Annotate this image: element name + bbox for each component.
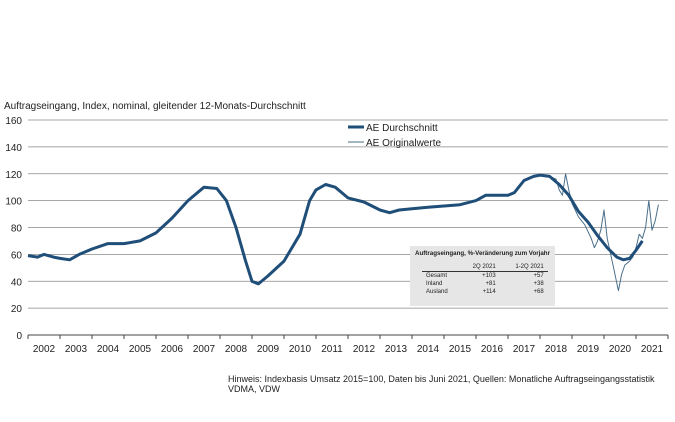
chart-title: Auftragseingang, Index, nominal, gleiten…: [4, 101, 306, 112]
x-tick-label: 2010: [289, 344, 312, 355]
x-tick-label: 2017: [513, 344, 536, 355]
x-tick-label: 2002: [33, 344, 56, 355]
x-tick-label: 2003: [65, 344, 88, 355]
x-tick-label: 2007: [193, 344, 216, 355]
series-line-ae-durchschnitt: [27, 173, 644, 286]
x-tick-label: 2014: [417, 344, 440, 355]
legend-label: AE Originalwerte: [366, 138, 441, 149]
y-tick-label: 100: [5, 197, 22, 208]
x-tick-label: 2011: [321, 344, 343, 355]
y-tick-label: 40: [11, 277, 23, 288]
x-tick-label: 2019: [577, 344, 600, 355]
table-row: Ausland +114 +68: [422, 288, 548, 296]
y-tick-label: 160: [5, 116, 22, 127]
x-tick-label: 2005: [129, 344, 152, 355]
table-row: Inland +81 +38: [422, 280, 548, 288]
cell: +81: [485, 281, 496, 287]
x-tick-label: 2021: [641, 344, 664, 355]
x-tick-label: 2009: [257, 344, 280, 355]
cell: +57: [533, 273, 544, 279]
x-tick-label: 2016: [481, 344, 504, 355]
x-tick-label: 2013: [385, 344, 408, 355]
inset-table: 2Q 2021 1-2Q 2021 Gesamt +103 +57 Inland +81…: [422, 263, 548, 296]
cell: +103: [482, 273, 496, 279]
col-header: 2Q 2021: [451, 263, 500, 272]
y-tick-label: 80: [11, 224, 23, 235]
y-tick-label: 0: [16, 331, 22, 342]
cell: +68: [533, 289, 544, 295]
legend-label: AE Durchschnitt: [366, 123, 438, 134]
table-row: Gesamt +103 +57: [422, 272, 548, 281]
cell: +38: [533, 281, 544, 287]
x-tick-label: 2020: [609, 344, 632, 355]
inset-title: Auftragseingang, %-Veränderung zum Vorja…: [415, 250, 550, 257]
inset-table-box: Auftragseingang, %-Veränderung zum Vorja…: [410, 246, 555, 306]
x-tick-label: 2018: [545, 344, 568, 355]
x-tick-label: 2015: [449, 344, 472, 355]
series-line-ae-originalwerte: [549, 173, 659, 292]
footnote: Hinweis: Indexbasis Umsatz 2015=100, Dat…: [228, 374, 655, 394]
row-label: Inland: [426, 281, 443, 287]
cell: +114: [482, 289, 496, 295]
row-label: Ausland: [426, 289, 448, 295]
y-tick-label: 140: [5, 143, 22, 154]
x-tick-label: 2008: [225, 344, 248, 355]
x-tick-label: 2012: [353, 344, 376, 355]
y-tick-label: 60: [11, 250, 23, 261]
col-header: 1-2Q 2021: [499, 263, 548, 272]
x-tick-label: 2004: [97, 344, 120, 355]
y-tick-label: 20: [11, 304, 23, 315]
y-tick-label: 120: [5, 170, 22, 181]
row-label: Gesamt: [426, 273, 448, 279]
x-tick-label: 2006: [161, 344, 184, 355]
